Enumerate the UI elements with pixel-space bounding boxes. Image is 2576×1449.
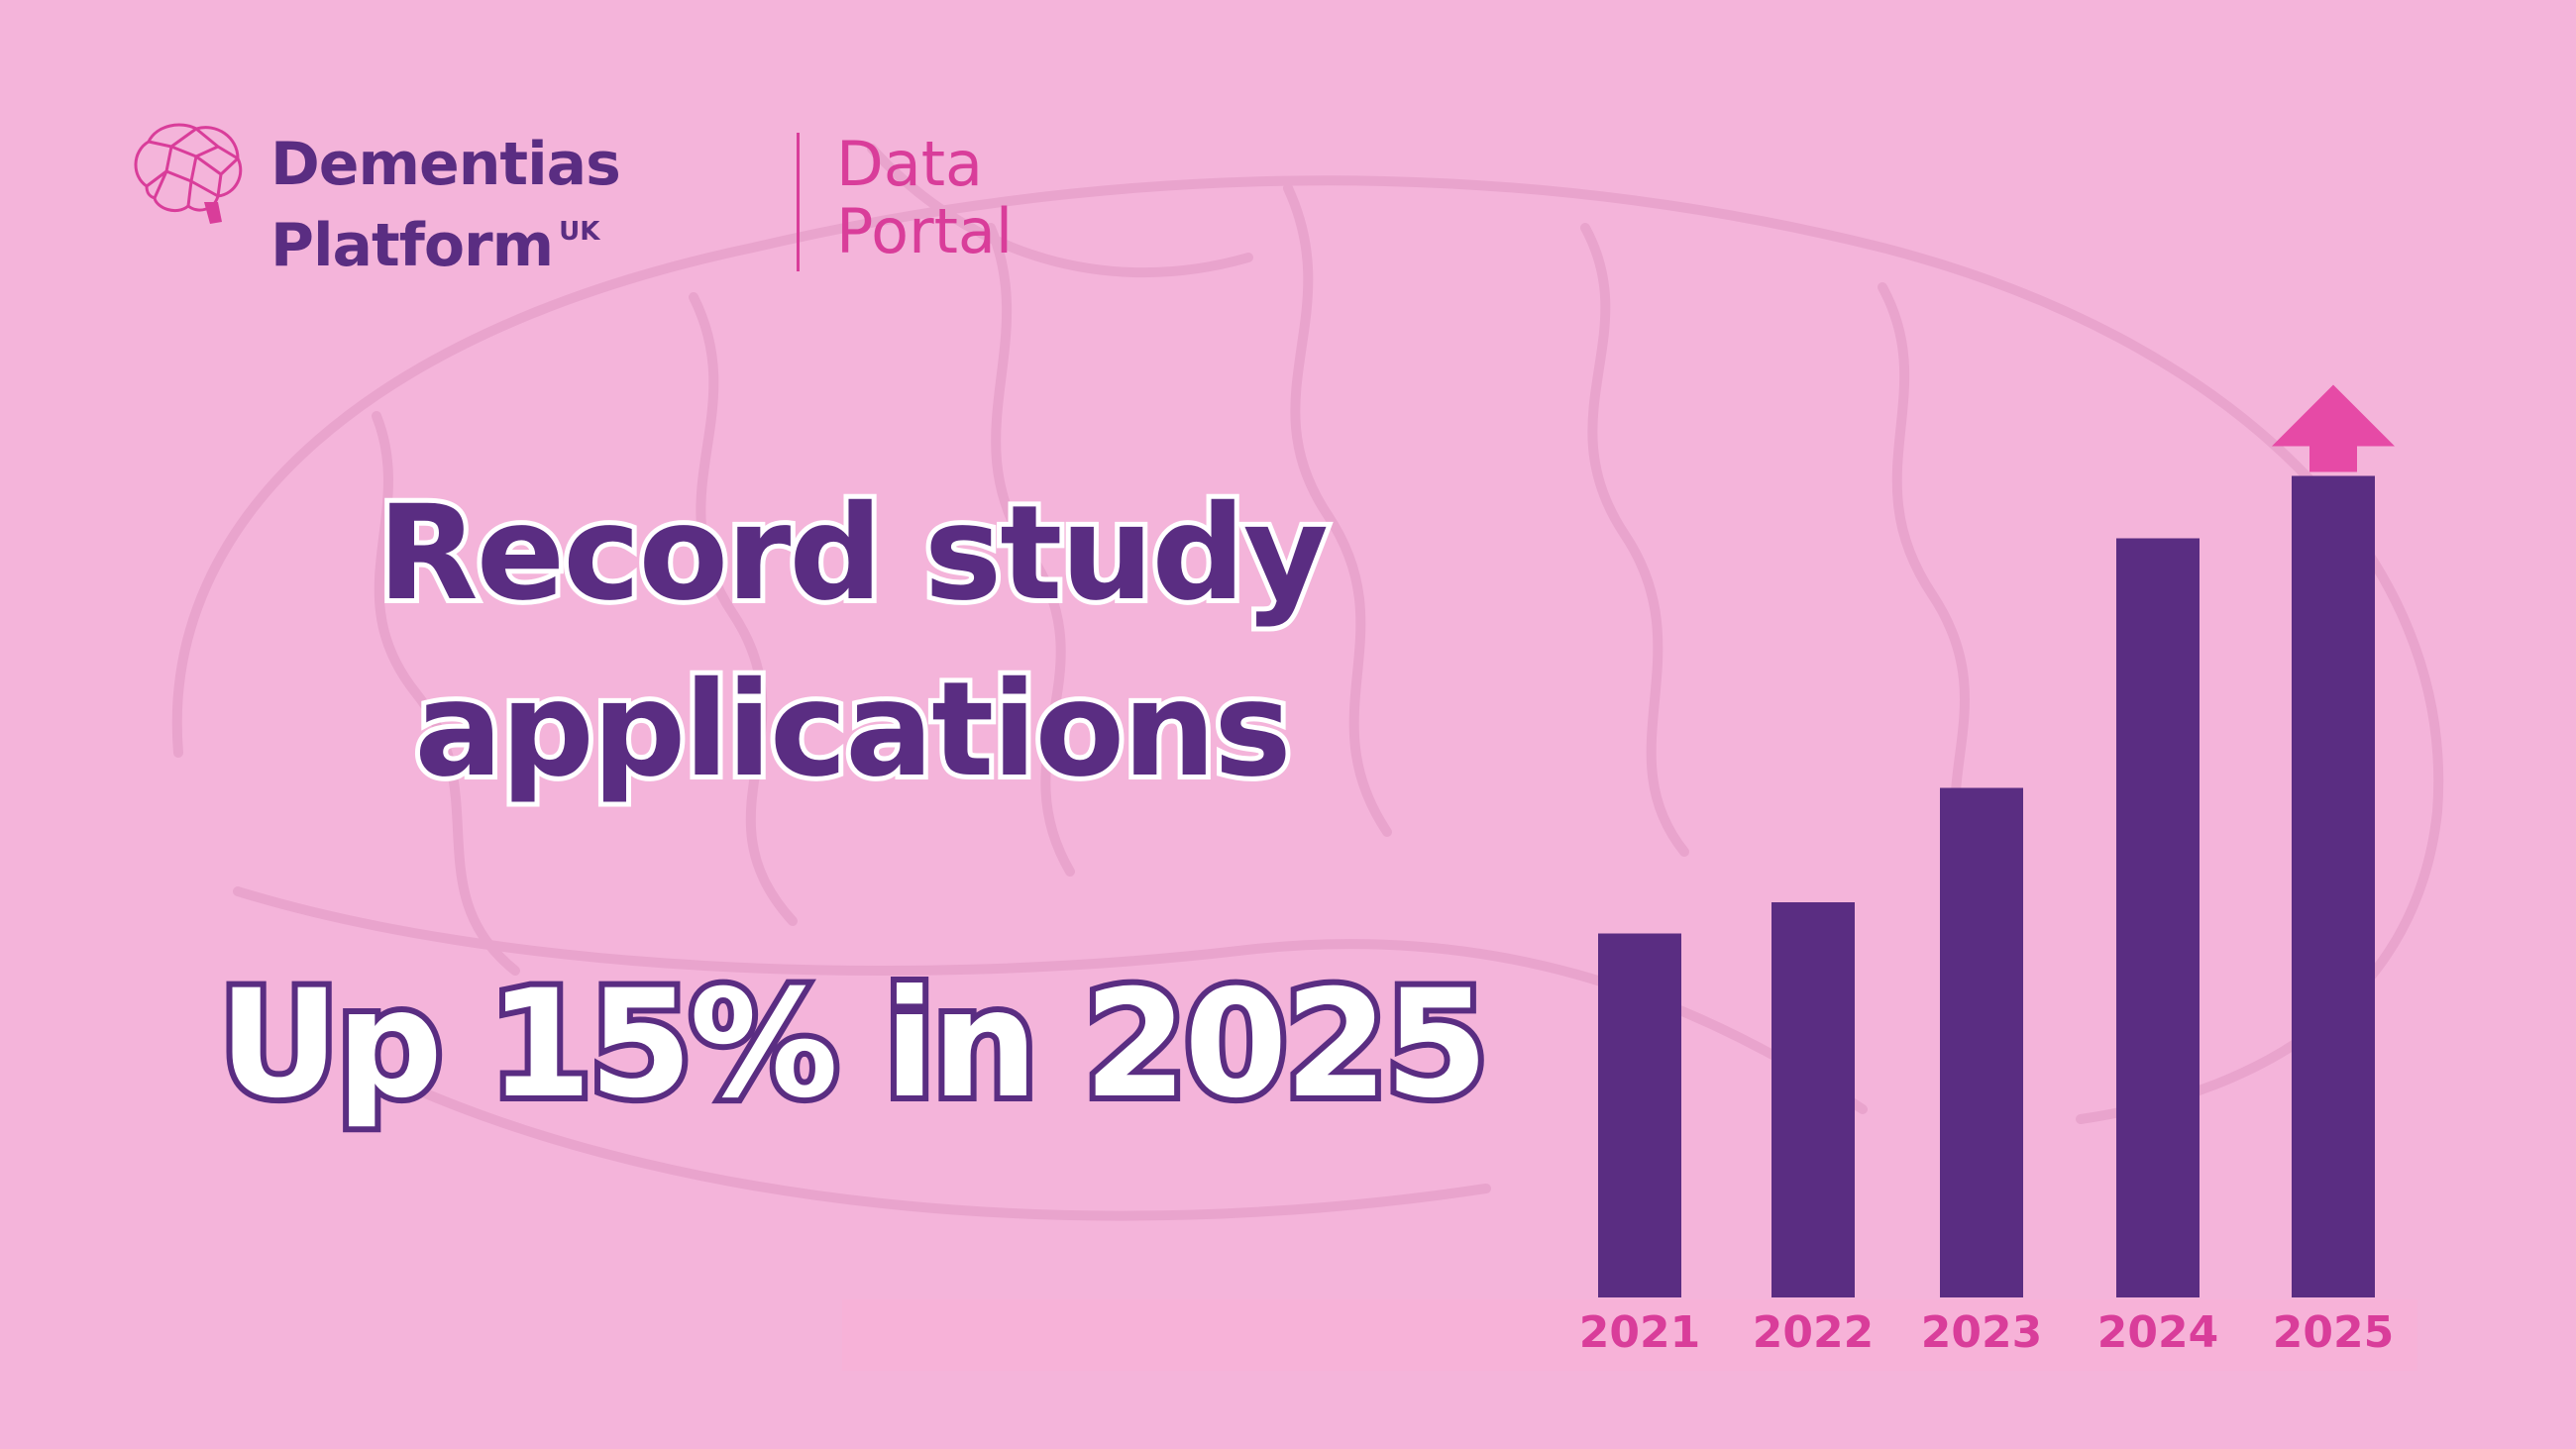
x-tick-label-2022: 2022 bbox=[1753, 1307, 1874, 1358]
product-name-line2: Portal bbox=[836, 195, 1014, 267]
bar-2023 bbox=[1940, 787, 2023, 1297]
bar-2025 bbox=[2292, 475, 2375, 1297]
brain-network-icon bbox=[134, 123, 243, 224]
headline-line1: Record study bbox=[373, 472, 1334, 635]
brand-name: Dementias Platform UK bbox=[270, 130, 621, 280]
x-tick-label-2023: 2023 bbox=[1921, 1307, 2042, 1358]
x-axis-band bbox=[842, 1299, 2417, 1371]
logo-divider bbox=[797, 133, 800, 271]
up-arrow-icon bbox=[2272, 384, 2395, 472]
product-name: Data Portal bbox=[836, 131, 1013, 265]
headline: Record study applications bbox=[149, 466, 1556, 818]
bar-2022 bbox=[1771, 902, 1855, 1297]
x-tick-label-2024: 2024 bbox=[2097, 1307, 2218, 1358]
x-tick-label-2025: 2025 bbox=[2273, 1307, 2394, 1358]
subheadline: Up 15% in 2025 bbox=[213, 953, 1495, 1137]
bar-2024 bbox=[2116, 538, 2200, 1297]
headline-line2: applications bbox=[409, 649, 1296, 811]
x-tick-label-2021: 2021 bbox=[1579, 1307, 1700, 1358]
brand-name-line2: Platform bbox=[270, 211, 554, 280]
brand-superscript: UK bbox=[559, 217, 600, 247]
product-name-line1: Data bbox=[836, 128, 984, 200]
brand-name-line1: Dementias bbox=[270, 130, 621, 199]
bar-2021 bbox=[1598, 933, 1681, 1297]
